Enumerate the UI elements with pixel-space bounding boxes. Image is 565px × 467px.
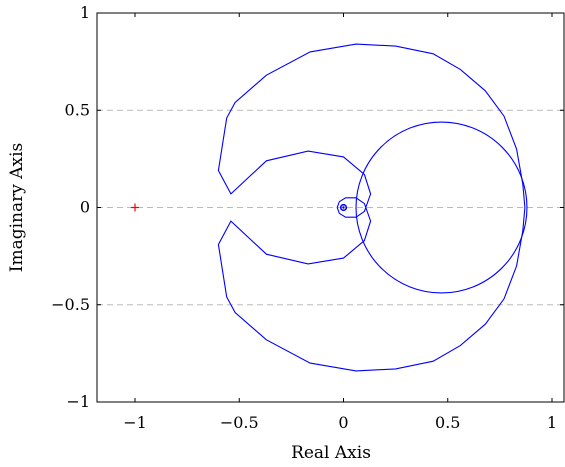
x-tick-label-1: −0.5	[220, 413, 259, 432]
critical-point-marker	[131, 203, 139, 212]
curves	[217, 43, 528, 372]
x-tick-label-2: 0	[338, 413, 348, 432]
grid-lines	[97, 109, 565, 306]
x-tick-label-4: 1	[547, 413, 557, 432]
y-tick-label-4: 1	[80, 3, 90, 22]
axis-ticks: −1 −0.5 0 0.5 1 −1 −0.5 0 0.5 1	[51, 3, 564, 432]
y-axis-label: Imaginary Axis	[7, 143, 27, 273]
markers	[131, 203, 139, 212]
x-tick-label-3: 0.5	[435, 413, 460, 432]
nyquist-inner-circle	[355, 121, 528, 294]
origin-spiral	[339, 203, 348, 212]
x-tick-label-0: −1	[123, 413, 147, 432]
y-tick-label-2: 0	[80, 198, 90, 217]
origin-spiral-core	[342, 206, 345, 209]
y-tick-label-0: −1	[66, 392, 90, 411]
y-tick-label-3: 0.5	[65, 100, 90, 119]
x-axis-label: Real Axis	[291, 443, 371, 463]
nyquist-outer-curve	[217, 43, 526, 372]
y-tick-label-1: −0.5	[51, 295, 90, 314]
